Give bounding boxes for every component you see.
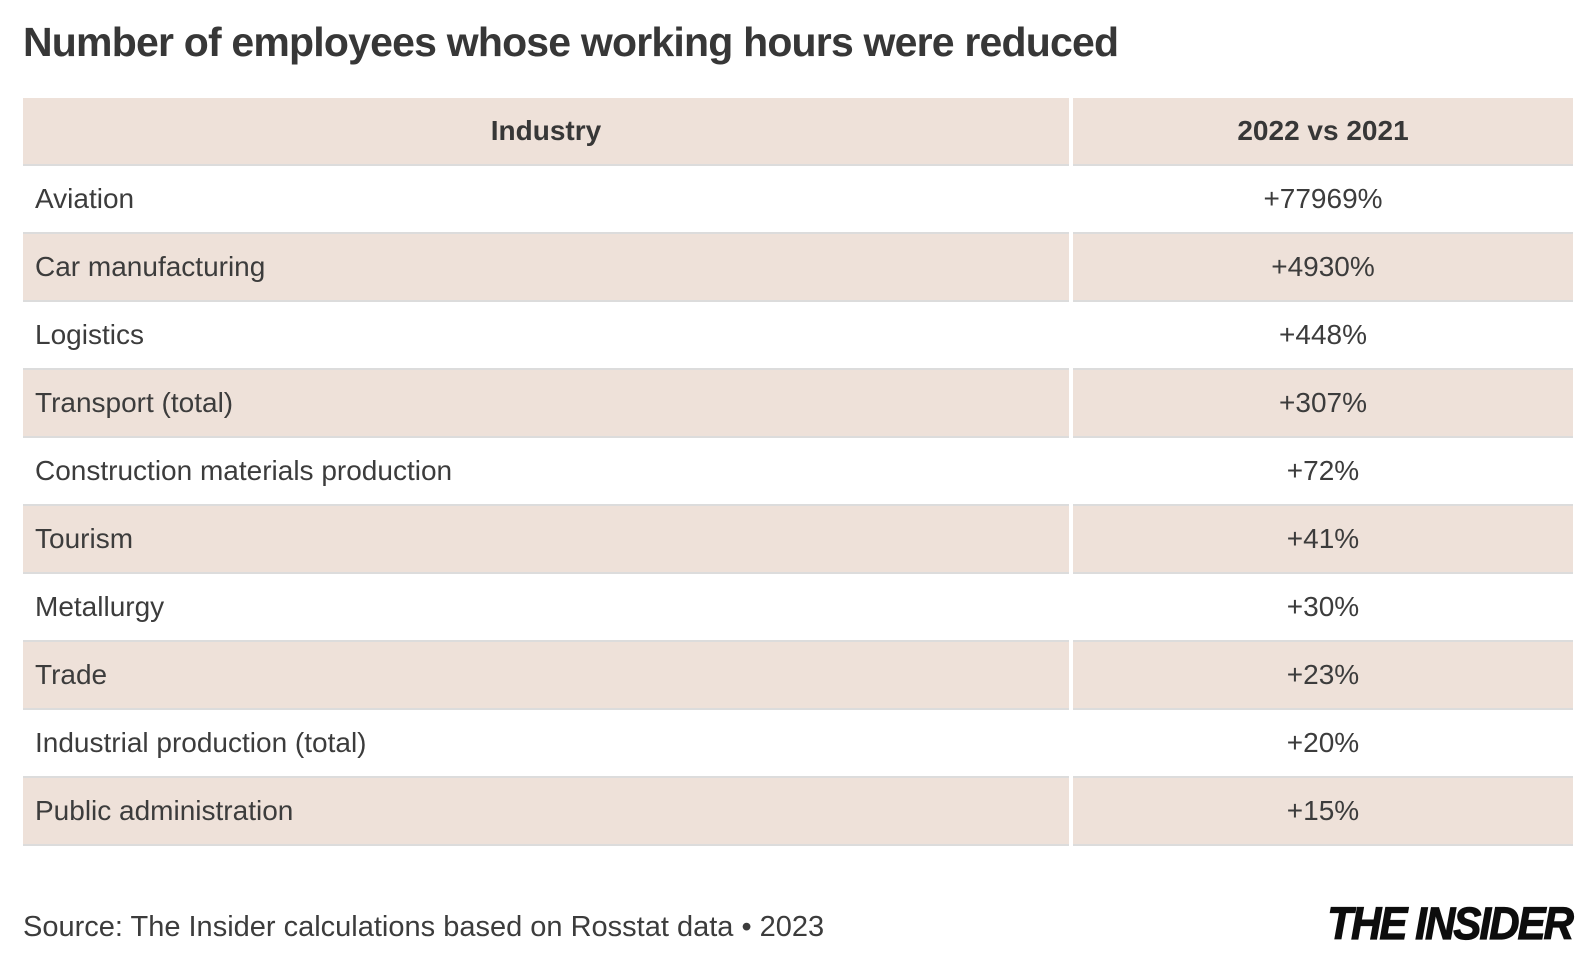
table-row: Public administration +15% (23, 778, 1573, 846)
table-row: Construction materials production +72% (23, 438, 1573, 506)
table-header-row: Industry 2022 vs 2021 (23, 98, 1573, 166)
industry-cell: Public administration (23, 778, 1069, 846)
industry-cell: Logistics (23, 302, 1069, 370)
value-cell: +41% (1073, 506, 1573, 574)
value-cell: +23% (1073, 642, 1573, 710)
column-header-2022-vs-2021: 2022 vs 2021 (1073, 98, 1573, 166)
table-row: Car manufacturing +4930% (23, 234, 1573, 302)
industry-cell: Trade (23, 642, 1069, 710)
table-row: Transport (total) +307% (23, 370, 1573, 438)
table-row: Industrial production (total) +20% (23, 710, 1573, 778)
source-note: Source: The Insider calculations based o… (23, 911, 825, 943)
industry-cell: Metallurgy (23, 574, 1069, 642)
table-row: Aviation +77969% (23, 166, 1573, 234)
industry-cell: Industrial production (total) (23, 710, 1069, 778)
value-cell: +30% (1073, 574, 1573, 642)
industry-cell: Aviation (23, 166, 1069, 234)
industry-cell: Construction materials production (23, 438, 1069, 506)
industry-cell: Car manufacturing (23, 234, 1069, 302)
data-table: Industry 2022 vs 2021 Aviation +77969% C… (23, 98, 1573, 846)
column-header-industry: Industry (23, 98, 1069, 166)
value-cell: +15% (1073, 778, 1573, 846)
page-title: Number of employees whose working hours … (23, 19, 1119, 65)
table-row: Metallurgy +30% (23, 574, 1573, 642)
value-cell: +77969% (1073, 166, 1573, 234)
value-cell: +307% (1073, 370, 1573, 438)
table-row: Tourism +41% (23, 506, 1573, 574)
industry-cell: Tourism (23, 506, 1069, 574)
industry-cell: Transport (total) (23, 370, 1069, 438)
table-row: Trade +23% (23, 642, 1573, 710)
table-row: Logistics +448% (23, 302, 1573, 370)
value-cell: +448% (1073, 302, 1573, 370)
the-insider-logo: THE INSIDER (1327, 897, 1575, 949)
value-cell: +20% (1073, 710, 1573, 778)
value-cell: +72% (1073, 438, 1573, 506)
value-cell: +4930% (1073, 234, 1573, 302)
